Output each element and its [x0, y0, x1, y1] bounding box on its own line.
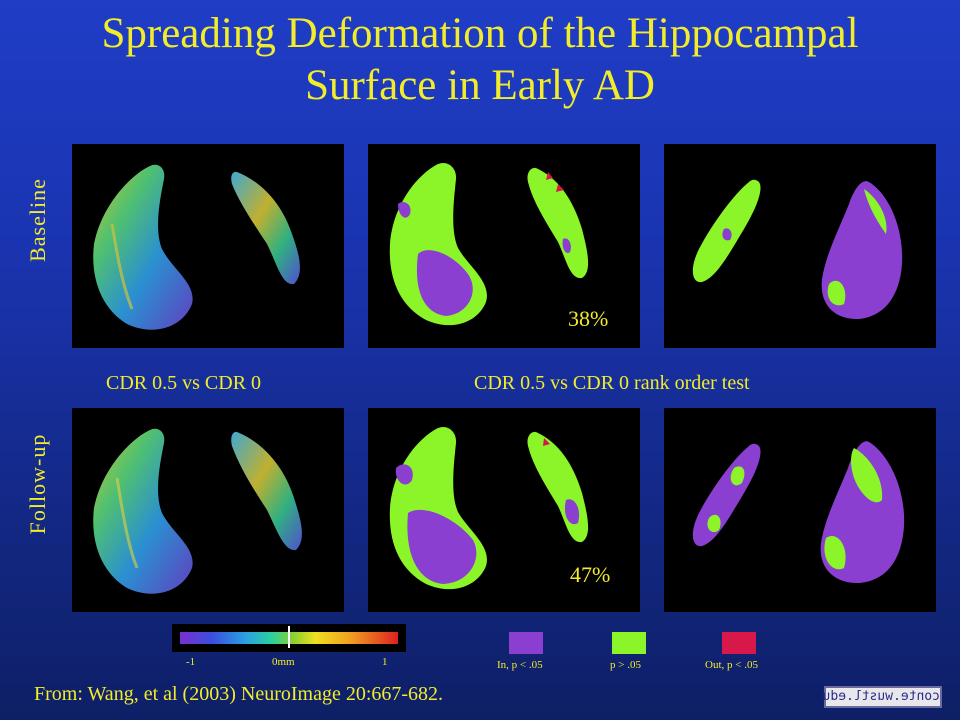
legend-swatch-in — [509, 632, 543, 654]
baseline-ranktest-panel-2 — [664, 144, 936, 348]
legend-label-out: Out, p < .05 — [705, 659, 758, 671]
legend-label-ns: p > .05 — [610, 659, 641, 671]
baseline-ranktest-panel-1 — [368, 144, 640, 348]
caption-cdr-comparison: CDR 0.5 vs CDR 0 — [106, 372, 262, 394]
row-label-followup: Follow-up — [25, 433, 50, 535]
followup-ranktest-panel-1 — [368, 408, 640, 612]
conte-logo[interactable]: conte.wustl.edu — [823, 686, 942, 708]
legend-swatch-ns — [612, 632, 646, 654]
baseline-deformation-panel — [72, 144, 344, 348]
followup-percentage: 47% — [570, 562, 611, 587]
colorbar-max-label: 1 — [382, 656, 388, 668]
title-line-2: Surface in Early AD — [305, 62, 655, 109]
baseline-ranktest-image-1 — [389, 162, 589, 326]
caption-rank-order-test: CDR 0.5 vs CDR 0 rank order test — [474, 372, 750, 394]
slide-title: Spreading Deformation of the Hippocampal… — [0, 8, 960, 112]
title-line-1: Spreading Deformation of the Hippocampal — [101, 10, 859, 57]
row-label-baseline: Baseline — [25, 178, 50, 262]
colorbar-min-label: -1 — [186, 656, 196, 668]
baseline-deformation-image — [93, 164, 300, 330]
followup-ranktest-image-2 — [692, 441, 905, 584]
followup-ranktest-panel-2 — [664, 408, 936, 612]
colorbar-zero-tick — [288, 626, 290, 648]
legend-swatch-out — [722, 632, 756, 654]
legend-label-in: In, p < .05 — [497, 659, 543, 671]
followup-ranktest-image-1 — [389, 426, 589, 590]
colorbar-mid-label: 0mm — [272, 656, 295, 668]
baseline-ranktest-image-2 — [692, 179, 903, 320]
deformation-colorbar — [172, 624, 406, 652]
source-citation: From: Wang, et al (2003) NeuroImage 20:6… — [34, 683, 444, 705]
followup-deformation-panel — [72, 408, 344, 612]
baseline-percentage: 38% — [568, 306, 609, 331]
followup-deformation-image — [93, 428, 302, 594]
